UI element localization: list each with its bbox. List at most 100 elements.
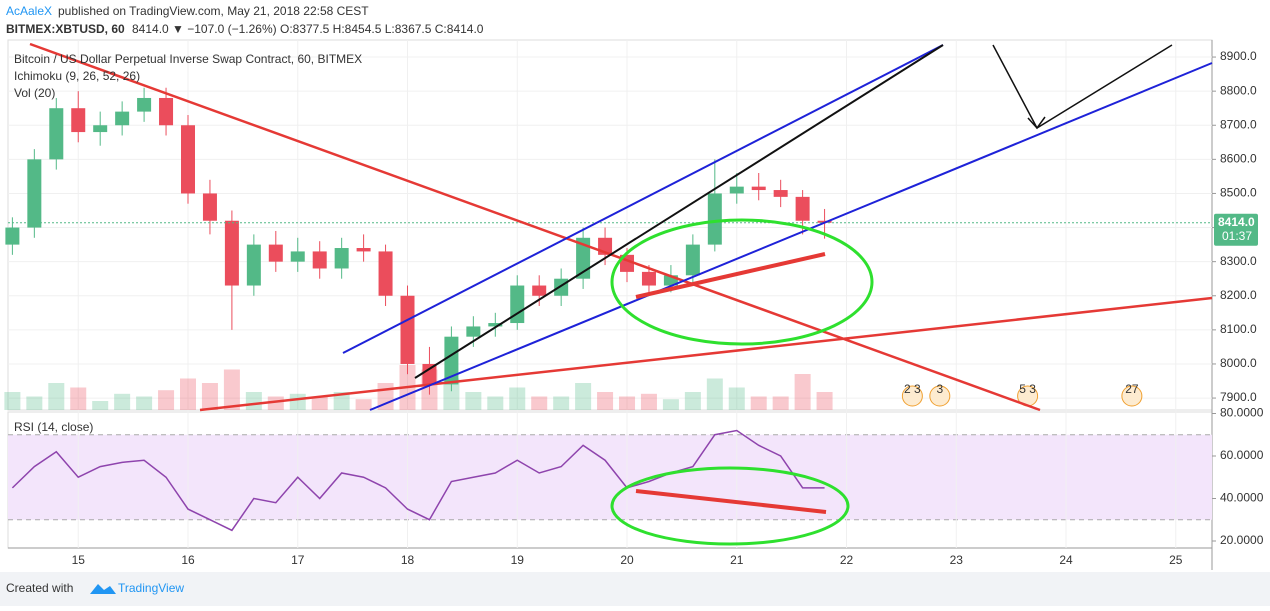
volume-bar <box>136 396 153 410</box>
y-tick-label: 8300.0 <box>1220 254 1257 268</box>
y-tick-label: 8100.0 <box>1220 322 1257 336</box>
volume-bar <box>662 399 679 410</box>
volume-bar <box>553 396 570 410</box>
candle-body <box>466 326 481 337</box>
candle-body <box>400 295 415 364</box>
candle-body <box>554 278 569 296</box>
candle-body <box>290 251 305 262</box>
candle-body <box>71 108 86 133</box>
volume-bar <box>443 378 460 410</box>
price-tag-label: 8414.0 <box>1218 215 1255 229</box>
volume-bar <box>267 396 284 410</box>
channel-line <box>342 44 944 354</box>
volume-bar <box>355 399 372 410</box>
volume-bar <box>794 374 811 410</box>
candle-body <box>795 196 810 221</box>
x-tick-label: 16 <box>181 553 195 567</box>
chart-title: Bitcoin / US Dollar Perpetual Inverse Sw… <box>14 52 362 66</box>
event-marker <box>901 385 923 407</box>
trend-line <box>29 42 1041 412</box>
candle-body <box>773 190 788 197</box>
rsi-band <box>8 434 1212 520</box>
y-tick-label: 8500.0 <box>1220 186 1257 200</box>
candle-body <box>224 220 239 286</box>
x-tick-label: 23 <box>950 553 964 567</box>
candle-body <box>137 97 152 112</box>
candle-body <box>202 193 217 221</box>
y-tick-label: 8800.0 <box>1220 83 1257 97</box>
candle-body <box>641 271 656 286</box>
volume-bar <box>70 387 87 410</box>
candle-body <box>159 97 174 126</box>
trend-line <box>414 44 944 379</box>
candle-body <box>5 227 20 245</box>
candle-body <box>27 159 42 228</box>
candle-body <box>246 244 261 286</box>
volume-bar <box>597 392 614 410</box>
highlight-ellipse <box>610 218 874 346</box>
countdown: 01:37 <box>1222 229 1252 243</box>
plot: 15 16 17 18 19 20 21 22 23 24 25 7900.0 8000.0 8100.0… <box>4 40 1264 567</box>
arrow-head <box>1027 116 1046 130</box>
candle-body <box>422 363 437 385</box>
candle-body <box>444 336 459 385</box>
x-tick-label: 19 <box>511 553 525 567</box>
x-tick-label: 20 <box>620 553 634 567</box>
y-tick-label: 40.0000 <box>1220 491 1264 505</box>
candle-body <box>312 251 327 269</box>
x-tick-label: 22 <box>840 553 854 567</box>
volume-bar <box>575 383 592 410</box>
indicator-label: Ichimoku (9, 26, 52, 26) <box>14 69 140 83</box>
tv-logo <box>90 584 116 594</box>
divergence-line <box>635 489 827 514</box>
footer-bar <box>0 572 1270 606</box>
candle-body <box>532 285 547 296</box>
candle-body <box>510 285 525 324</box>
trend-line <box>199 296 1213 412</box>
y-tick-label: 8900.0 <box>1220 49 1257 63</box>
volume-bar <box>465 392 482 410</box>
volume-bar <box>750 396 767 410</box>
candle-body <box>707 193 722 245</box>
event-label: 2 3 <box>904 382 921 396</box>
volume-bar <box>509 387 526 410</box>
event-label: 3 <box>936 382 943 396</box>
footer-brand[interactable]: TradingView <box>118 581 184 595</box>
volume-bar <box>289 393 306 410</box>
y-tick-label: 8700.0 <box>1220 117 1257 131</box>
candle-body <box>93 125 108 133</box>
volume-bar <box>816 392 833 410</box>
event-label: 27 <box>1125 382 1139 396</box>
volume-bar <box>179 378 196 410</box>
candle-body <box>356 248 371 252</box>
volume-bar <box>201 383 218 410</box>
volume-bar <box>158 390 175 410</box>
volume-bar <box>531 396 548 410</box>
volume-bar <box>245 392 262 410</box>
x-tick-label: 21 <box>730 553 744 567</box>
x-tick-label: 15 <box>72 553 86 567</box>
event-label: 5 3 <box>1019 382 1036 396</box>
volume-bar <box>4 392 21 410</box>
y-tick-label: 80.0000 <box>1220 406 1264 420</box>
candle-body <box>576 237 591 279</box>
candle-body <box>378 251 393 296</box>
y-tick-label: 8600.0 <box>1220 152 1257 166</box>
channel-line <box>369 62 1213 411</box>
candle-body <box>49 108 64 160</box>
price-tag <box>1214 213 1258 246</box>
volume-bar <box>26 396 43 410</box>
y-tick-label: 8000.0 <box>1220 356 1257 370</box>
event-marker <box>929 385 951 407</box>
event-marker <box>1121 385 1143 407</box>
highlight-ellipse <box>610 466 850 546</box>
volume-bar <box>114 393 131 410</box>
y-tick-label: 7900.0 <box>1220 390 1257 404</box>
candle-body <box>334 248 349 269</box>
rsi-title: RSI (14, close) <box>14 420 93 434</box>
x-tick-label: 25 <box>1169 553 1183 567</box>
author[interactable]: AcAaleX <box>6 4 52 18</box>
x-tick-label: 18 <box>401 553 415 567</box>
x-tick-label: 17 <box>291 553 305 567</box>
